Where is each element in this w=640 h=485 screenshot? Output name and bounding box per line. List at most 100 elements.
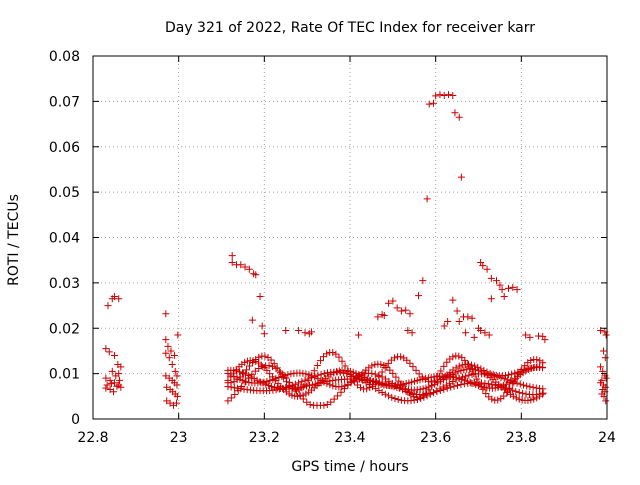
data-point	[532, 390, 540, 398]
data-point	[338, 357, 346, 365]
data-point	[415, 292, 423, 300]
data-point	[323, 379, 331, 387]
data-point	[509, 283, 517, 291]
data-point	[449, 378, 457, 386]
data-point	[249, 358, 257, 366]
data-point	[335, 353, 343, 361]
data-point	[477, 365, 485, 373]
data-point	[533, 356, 541, 364]
data-point	[430, 389, 438, 397]
data-point	[515, 395, 523, 403]
data-point	[173, 372, 181, 380]
data-point	[394, 396, 402, 404]
data-point	[500, 292, 508, 300]
axis-ticks: 22.8 23 23.2 23.4 23.6 23.8 24 0 0.01 0.02 0.03 0.0…	[49, 49, 616, 446]
data-point	[491, 381, 499, 389]
data-point	[269, 376, 277, 384]
data-point	[483, 265, 491, 273]
data-point	[423, 195, 431, 203]
data-point	[434, 377, 442, 385]
data-point	[421, 376, 429, 384]
data-point	[508, 370, 516, 378]
data-point	[245, 265, 253, 273]
data-point	[484, 380, 492, 388]
data-point	[539, 389, 547, 397]
data-point	[503, 389, 511, 397]
data-point	[482, 389, 490, 397]
data-point	[368, 369, 376, 377]
data-point	[261, 352, 269, 360]
data-point	[371, 361, 379, 369]
data-point	[462, 372, 470, 380]
data-point	[402, 387, 410, 395]
data-point	[256, 292, 264, 300]
data-point	[523, 382, 531, 390]
data-point	[509, 392, 517, 400]
data-point	[334, 392, 342, 400]
data-point	[512, 394, 520, 402]
data-point	[397, 353, 405, 361]
data-point	[415, 370, 423, 378]
data-point	[228, 258, 236, 266]
data-point	[295, 327, 303, 335]
data-point	[295, 379, 303, 387]
data-point	[313, 361, 321, 369]
data-point	[498, 286, 506, 294]
data-point	[487, 295, 495, 303]
data-point	[381, 363, 389, 371]
data-point	[106, 376, 114, 384]
data-point	[500, 392, 508, 400]
data-point	[412, 366, 420, 374]
data-point	[494, 396, 502, 404]
data-point	[246, 362, 254, 370]
data-point	[230, 384, 238, 392]
data-point	[395, 377, 403, 385]
data-point	[601, 354, 609, 362]
data-point	[381, 390, 389, 398]
data-point	[228, 252, 236, 260]
data-point	[346, 371, 354, 379]
data-point	[115, 295, 123, 303]
data-point	[357, 384, 365, 392]
data-point	[468, 361, 476, 369]
data-point	[393, 304, 401, 312]
data-point	[168, 361, 176, 369]
data-point	[480, 367, 488, 375]
x-axis-label: GPS time / hours	[291, 459, 408, 475]
data-point	[425, 100, 433, 108]
data-point	[451, 109, 459, 117]
data-point	[444, 317, 452, 325]
data-point	[117, 383, 125, 391]
data-point	[487, 274, 495, 282]
data-point	[105, 348, 113, 356]
data-point	[265, 381, 273, 389]
data-point	[167, 347, 175, 355]
data-point	[258, 322, 266, 330]
y-tick-label: 0.03	[49, 276, 80, 292]
data-point	[301, 381, 309, 389]
data-point	[485, 331, 493, 339]
data-point	[258, 363, 266, 371]
data-point	[495, 382, 503, 390]
data-point	[341, 362, 349, 370]
data-point	[236, 368, 244, 376]
data-point	[384, 381, 392, 389]
data-point	[242, 366, 250, 374]
data-point	[299, 369, 307, 377]
data-point	[477, 327, 485, 335]
data-point	[117, 363, 125, 371]
x-tick-label: 23.6	[420, 430, 451, 446]
data-point	[457, 381, 465, 389]
data-point	[332, 350, 340, 358]
data-point	[173, 392, 181, 400]
data-point	[538, 364, 546, 372]
data-point	[311, 380, 319, 388]
data-point	[104, 302, 112, 310]
data-point	[227, 371, 235, 379]
data-point	[162, 310, 170, 318]
data-point	[409, 363, 417, 371]
data-point	[461, 356, 469, 364]
data-point	[384, 359, 392, 367]
x-tick-label: 23.8	[506, 430, 537, 446]
